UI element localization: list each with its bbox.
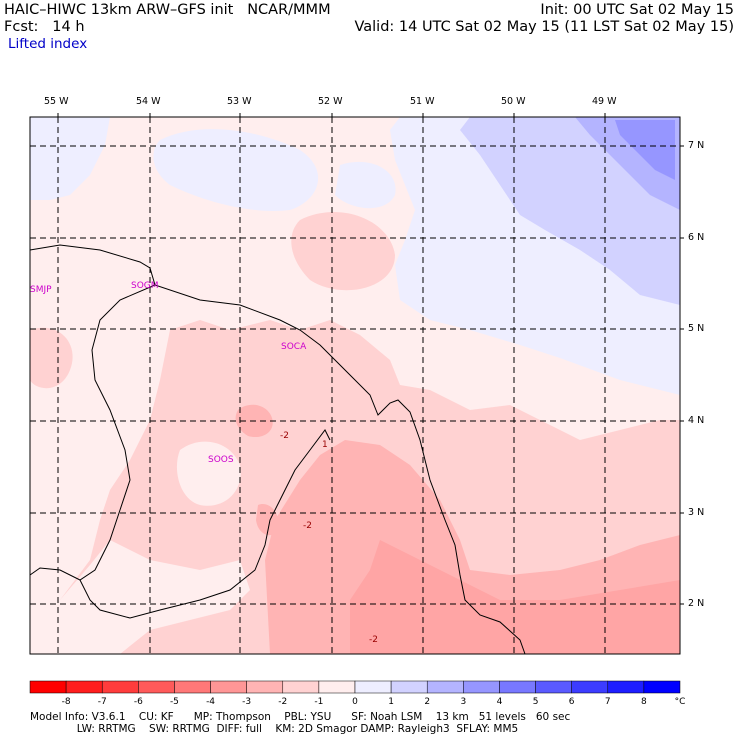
colorbar-cell [390,680,428,694]
lat-label-5n: 5 N [688,323,705,334]
lat-label-4n: 4 N [688,415,705,426]
border-suriname-fr-guiana [29,284,156,581]
field-positive-0-1-w [30,117,110,200]
colorbar-tick-label: 2 [424,697,430,707]
colorbar-tick-label: 0 [352,697,358,707]
colorbar-tick-label: -2 [278,697,287,707]
field-negative-0-1-patch [291,212,395,291]
colorbar-tick-label: -3 [242,697,251,707]
field-hole-3 [92,343,143,423]
colorbar-tick-label: 8 [641,697,647,707]
field-negative-2-3 [350,540,680,654]
colorbar-unit: °C [675,697,686,707]
contour-label: -2 [369,635,378,645]
footer-model-info-1: Model Info: V3.6.1 CU: KF MP: Thompson P… [30,711,571,723]
colorbar-tick-label: -6 [134,697,143,707]
contour-label: -2 [303,521,312,531]
footer-model-info-2: LW: RRTMG SW: RRTMG DIFF: full KM: 2D Sm… [30,723,519,735]
field-negative-0-1-patch2 [30,327,73,389]
colorbar-cell [65,680,103,694]
colorbar-cell [463,680,500,694]
header-init: Init: 00 UTC Sat 02 May 15 [540,2,734,18]
lon-label-50w: 50 W [501,96,526,107]
colorbar-cell [499,680,536,694]
field-positive-3-4 [615,120,675,180]
colorbar-cell [426,680,464,694]
lat-label-2n: 2 N [688,598,705,609]
field-negative-1-2-w [256,504,279,536]
colorbar-cell [607,680,645,694]
colorbar-tick-label: -1 [314,697,323,707]
contour-label: 1 [322,440,328,450]
colorbar-cell [354,680,392,694]
colorbar-tick-label: 3 [460,697,466,707]
colorbar-cell [643,680,681,694]
colorbar-cell [318,680,356,694]
field-positive-0-1-mid [153,129,319,211]
colorbar-tick-label: 7 [605,697,611,707]
colorbar-tick-label: 5 [533,697,539,707]
colorbar-cell [535,680,572,694]
lon-label-52w: 52 W [318,96,343,107]
colorbar-tick-label: 4 [497,697,503,707]
lon-label-53w: 53 W [227,96,252,107]
border-fr-guiana-brazil [79,429,331,619]
field-name: Lifted index [8,36,88,52]
field-hole-1 [60,540,250,654]
colorbar-tick-label: -5 [170,697,179,707]
station-soos: SOOS [208,455,234,465]
lon-label-55w: 55 W [44,96,69,107]
station-smjp: SMJP [30,285,52,295]
colorbar-tick-label: -8 [62,697,71,707]
lon-label-51w: 51 W [410,96,435,107]
colorbar-cell [246,680,284,694]
colorbar-cell [138,680,175,694]
lat-label-7n: 7 N [688,140,705,151]
colorbar-cell [210,680,247,694]
colorbar-cell [282,680,320,694]
lon-label-54w: 54 W [136,96,161,107]
colorbar-tick-label: -4 [206,697,215,707]
lat-label-6n: 6 N [688,232,705,243]
station-soca: SOCA [281,342,307,352]
field-hole-2 [176,441,241,506]
header-title: HAIC–HIWC 13km ARW–GFS init NCAR/MMM [4,2,331,18]
colorbar-cell [174,680,211,694]
lon-label-49w: 49 W [592,96,617,107]
colorbar-cell [101,680,139,694]
contour-label: -2 [280,431,289,441]
field-positive-0-1-c [335,161,396,209]
colorbar-tick-label: 6 [569,697,575,707]
header-forecast: Fcst: 14 h [4,19,85,35]
map-frame [29,116,681,655]
colorbar-tick-label: -7 [98,697,107,707]
station-sogm: SOGM [131,281,159,291]
colorbar-cell [29,680,67,694]
colorbar-tick-label: 1 [388,697,394,707]
colorbar-cell [571,680,609,694]
header-valid: Valid: 14 UTC Sat 02 May 15 (11 LST Sat … [354,19,734,35]
coastline [29,244,526,655]
lat-label-3n: 3 N [688,507,705,518]
